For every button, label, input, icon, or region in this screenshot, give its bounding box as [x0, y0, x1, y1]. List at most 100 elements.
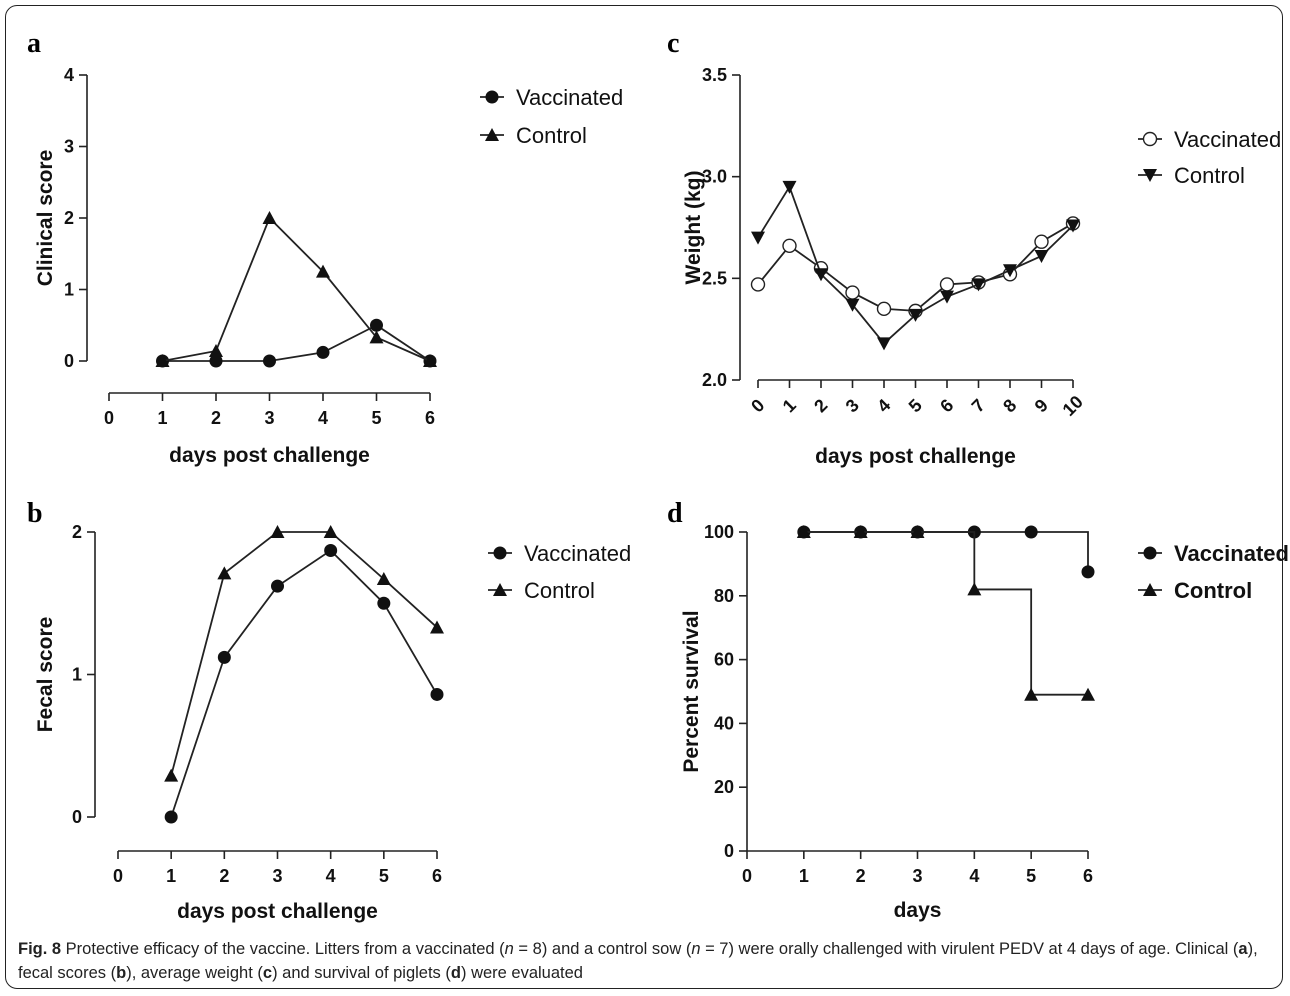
- data-point-control: [430, 620, 444, 634]
- y-tick-label: 3.5: [702, 65, 727, 85]
- chart-b-svg: 0 1 2 0 1 2 3 4 5 6 days post challenge Fecal score…: [34, 522, 631, 923]
- x-tick-label: 4: [326, 866, 336, 886]
- x-tick-label: 5: [371, 408, 381, 428]
- y-tick-label: 80: [714, 586, 734, 606]
- data-point-control: [877, 337, 891, 351]
- chart-panel-c: 2.0 2.5 3.0 3.5 0 1 2 3 4 5 6 7 8 9 10 days post challe…: [640, 0, 1281, 470]
- x-tick-label: 2: [219, 866, 229, 886]
- data-point-control: [910, 525, 925, 538]
- data-point-control: [967, 582, 982, 596]
- series-line-control: [170, 531, 438, 776]
- data-point-control: [369, 330, 384, 344]
- data-point-vaccinated: [164, 810, 178, 824]
- data-point-vaccinated: [1034, 234, 1049, 249]
- legend-label-vaccinated: Vaccinated: [1174, 127, 1281, 152]
- legend-marker-control: [485, 128, 499, 141]
- data-point-control: [908, 308, 923, 322]
- legend-label-control: Control: [1174, 578, 1252, 603]
- caption-part: = 7) were orally challenged with virulen…: [700, 940, 1239, 958]
- data-point-vaccinated: [271, 579, 284, 593]
- chart-c-svg: 2.0 2.5 3.0 3.5 0 1 2 3 4 5 6 7 8 9 10 days post challe…: [682, 65, 1281, 468]
- data-point-vaccinated: [1081, 565, 1095, 579]
- chart-panel-b: 0 1 2 0 1 2 3 4 5 6 days post challenge Fecal score…: [0, 470, 640, 940]
- x-axis-title: days post challenge: [177, 900, 378, 923]
- legend-label-control: Control: [516, 123, 587, 148]
- x-tick-label: 1: [779, 395, 800, 416]
- data-point-vaccinated: [430, 687, 444, 701]
- x-tick-label: 3: [912, 866, 922, 886]
- legend-label-vaccinated: Vaccinated: [524, 541, 631, 566]
- x-axis-title: days post challenge: [815, 445, 1016, 468]
- legend-marker-control: [1143, 169, 1157, 182]
- data-point-vaccinated: [750, 277, 766, 292]
- figure-frame: [5, 5, 1283, 989]
- x-tick-label: 5: [905, 395, 926, 416]
- figure-caption: Fig. 8 Protective efficacy of the vaccin…: [18, 937, 1268, 985]
- y-tick-label: 2: [72, 522, 82, 542]
- x-tick-label: 2: [856, 866, 866, 886]
- x-tick-label: 4: [969, 866, 979, 886]
- panel-label-b: b: [27, 498, 43, 529]
- chart-a-svg: 0 1 2 3 4 0 1 2 3 4 5 6 days post challenge Clinical …: [34, 65, 623, 467]
- data-point-control: [209, 343, 223, 357]
- chart-panel-a: 0 1 2 3 4 0 1 2 3 4 5 6 days post challenge Clinical …: [0, 0, 640, 470]
- data-point-vaccinated: [316, 345, 330, 359]
- legend-marker-vaccinated: [493, 546, 507, 560]
- data-point-control: [164, 768, 179, 782]
- x-tick-label: 4: [318, 408, 328, 428]
- data-point-vaccinated: [324, 544, 338, 558]
- caption-part: ) and survival of piglets (: [272, 964, 451, 982]
- y-axis-title: Fecal score: [34, 617, 57, 733]
- caption-part: ), average weight (: [126, 964, 263, 982]
- chart-d-svg: 0 20 40 60 80 100 0 1 2 3 4 5 6 days Percent survival V…: [680, 522, 1289, 922]
- chart-panel-d: 0 20 40 60 80 100 0 1 2 3 4 5 6 days Percent survival V…: [640, 470, 1289, 940]
- x-tick-label: 9: [1031, 395, 1052, 416]
- y-tick-label: 20: [714, 777, 734, 797]
- data-point-vaccinated: [876, 301, 892, 317]
- legend-marker-control: [1143, 583, 1157, 596]
- data-point-control: [940, 290, 954, 304]
- y-tick-label: 60: [714, 650, 734, 670]
- y-tick-label: 0: [72, 807, 82, 827]
- y-tick-label: 3.0: [702, 167, 727, 187]
- data-point-control: [262, 211, 277, 224]
- data-point-control: [1003, 264, 1017, 278]
- y-tick-label: 3: [64, 137, 74, 157]
- panel-label-d: d: [667, 498, 683, 529]
- y-tick-label: 4: [64, 65, 74, 85]
- caption-part: ), fecal scores (: [18, 940, 1258, 982]
- data-point-control: [423, 354, 437, 367]
- legend-label-control: Control: [1174, 163, 1245, 188]
- y-tick-label: 0: [64, 351, 74, 371]
- legend-marker-vaccinated: [1143, 546, 1157, 560]
- y-axis-title: Percent survival: [680, 610, 703, 772]
- x-tick-label: 8: [999, 395, 1020, 416]
- data-point-control: [853, 525, 868, 538]
- x-tick-label: 3: [272, 866, 282, 886]
- caption-part: Protective efficacy of the vaccine. Litt…: [61, 940, 505, 958]
- y-axis-title: Clinical score: [34, 150, 57, 287]
- x-tick-label: 5: [379, 866, 389, 886]
- x-tick-label: 0: [104, 408, 114, 428]
- data-point-control: [155, 354, 170, 367]
- x-tick-label: 2: [211, 408, 221, 428]
- y-tick-label: 100: [704, 522, 734, 542]
- legend-marker-vaccinated: [1142, 131, 1158, 147]
- caption-panel-ref-d: d: [450, 964, 461, 982]
- y-tick-label: 40: [714, 713, 734, 733]
- data-point-vaccinated: [939, 277, 955, 292]
- x-tick-label: 1: [157, 408, 167, 428]
- data-point-control: [376, 572, 391, 586]
- x-axis-title: days: [894, 899, 942, 922]
- caption-fig-label: Fig. 8: [18, 940, 62, 958]
- series-line-control: [162, 216, 431, 362]
- panel-label-a: a: [27, 28, 41, 59]
- y-tick-label: 1: [64, 280, 74, 300]
- legend-marker-vaccinated: [485, 90, 499, 104]
- data-point-control: [814, 268, 828, 282]
- caption-part: ) were evaluated: [460, 964, 583, 982]
- x-tick-label: 7: [968, 395, 989, 416]
- legend-label-vaccinated: Vaccinated: [1174, 541, 1289, 566]
- data-point-control: [782, 180, 797, 194]
- y-tick-label: 2.0: [702, 370, 727, 390]
